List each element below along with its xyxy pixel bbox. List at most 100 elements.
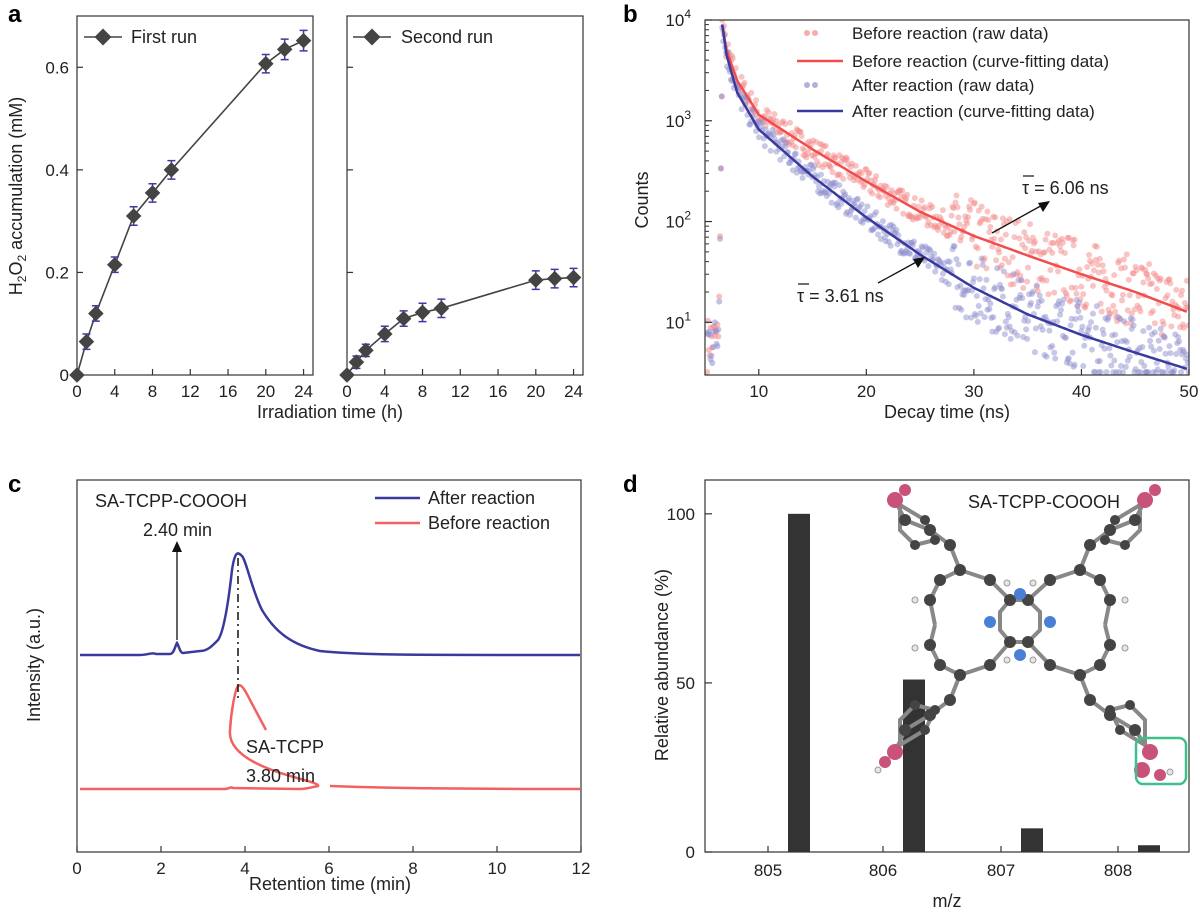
tau-after-symbol: τ — [797, 286, 804, 306]
panel-b-raw-point — [1080, 291, 1087, 298]
panel-b-raw-point — [948, 212, 955, 219]
panel-b-raw-point — [708, 352, 715, 359]
panel-b-raw-point — [992, 284, 999, 291]
panel-b-raw-point — [899, 187, 906, 194]
panel-b-raw-point — [939, 207, 946, 214]
panel-b-raw-point — [1017, 272, 1024, 279]
panel-b-raw-point — [925, 263, 932, 270]
panel-b-raw-point — [1005, 259, 1012, 266]
panel-b-chart: 10 20 30 40 50 101 102 103 104 Before reaction (… — [632, 7, 1198, 422]
panel-b-raw-point — [1033, 282, 1040, 289]
panel-b-raw-point — [1155, 337, 1162, 344]
panel-d-xtick-0: 805 — [754, 861, 782, 880]
panel-b-raw-point — [1181, 299, 1188, 306]
panel-b-raw-point — [1071, 236, 1078, 243]
panel-b-raw-point — [1179, 287, 1186, 294]
panel-b-raw-point — [1016, 235, 1023, 242]
svg-text:τ = 3.61 ns: τ = 3.61 ns — [797, 286, 884, 306]
panel-b-raw-point — [761, 143, 768, 150]
panel-b-raw-point — [1042, 236, 1049, 243]
panel-b-raw-point — [811, 163, 818, 170]
panel-b-raw-point — [985, 217, 992, 224]
panel-b-raw-point — [1123, 338, 1130, 345]
panel-b-raw-point — [1126, 353, 1133, 360]
panel-b-raw-point — [957, 282, 964, 289]
panel-b-raw-point — [1052, 355, 1059, 362]
panel-b-raw-point — [817, 171, 824, 178]
panel-b-raw-point — [931, 250, 938, 257]
panel-b-raw-point — [1025, 318, 1032, 325]
panel-b-raw-point — [1183, 351, 1189, 358]
panel-b-raw-point — [1118, 362, 1125, 369]
panel-b-xtick-0: 10 — [749, 382, 768, 401]
panel-b-raw-point — [1086, 324, 1093, 331]
panel-b-raw-point — [987, 300, 994, 307]
panel-b-raw-point — [893, 205, 900, 212]
panel-b-raw-point — [1046, 327, 1053, 334]
panel-b-raw-point — [1171, 367, 1178, 374]
panel-b-raw-point — [1011, 234, 1018, 241]
panel-b-raw-point — [904, 191, 911, 198]
panel-a-point — [528, 272, 544, 288]
panel-a-point — [546, 270, 563, 287]
panel-a-series-line-1 — [346, 276, 574, 376]
peak-time: 3.80 min — [246, 766, 315, 786]
panel-b-raw-point — [939, 270, 946, 277]
panel-b-raw-point — [1114, 339, 1121, 346]
panel-b-fit-curve-1 — [720, 24, 1188, 371]
panel-b-raw-point — [1178, 369, 1185, 375]
panel-b-raw-point — [887, 242, 894, 249]
panel-b-xlabel: Decay time (ns) — [884, 402, 1010, 422]
panel-a-left-frame — [76, 15, 314, 376]
panel-b-raw-point — [741, 79, 748, 86]
panel-b-raw-point — [705, 369, 711, 375]
legend-before-reaction: Before reaction — [428, 513, 550, 533]
panel-b-raw-point — [1129, 316, 1136, 323]
panel-b-raw-point — [1151, 329, 1158, 336]
panel-b-raw-point — [999, 293, 1006, 300]
panel-b-raw-point — [1166, 343, 1173, 350]
panel-b-raw-point — [1031, 238, 1038, 245]
panel-c-xtick-1: 2 — [156, 859, 165, 878]
panel-b-raw-point — [738, 106, 745, 113]
panel-b-raw-point — [986, 305, 993, 312]
panel-b-raw-point — [836, 182, 843, 189]
panel-b-raw-point — [996, 249, 1003, 256]
panel-b-raw-point — [1083, 301, 1090, 308]
panel-b-raw-point — [1145, 275, 1152, 282]
panel-b-raw-point — [1184, 359, 1189, 366]
panel-b-raw-point — [1084, 263, 1091, 270]
panel-a-xtick-0-0: 0 — [72, 382, 81, 401]
panel-b-raw-point — [1024, 335, 1031, 342]
panel-b-raw-point — [842, 191, 849, 198]
panel-b-raw-point — [777, 156, 784, 163]
panel-b-raw-point — [956, 221, 963, 228]
panel-b-raw-point — [1151, 320, 1158, 327]
panel-b-raw-point — [1052, 232, 1059, 239]
panel-b-raw-point — [993, 257, 1000, 264]
panel-b-raw-point — [1005, 314, 1012, 321]
panel-b-raw-point — [1165, 363, 1172, 370]
panel-b-raw-point — [1107, 352, 1114, 359]
panel-c-xtick-4: 8 — [408, 859, 417, 878]
panel-b-raw-point — [973, 263, 980, 270]
panel-b-raw-point — [1125, 276, 1132, 283]
panel-b-raw-point — [1060, 296, 1067, 303]
panel-b-raw-point — [1058, 307, 1065, 314]
panel-b-raw-point — [875, 231, 882, 238]
panel-b-raw-point — [1069, 349, 1076, 356]
panel-b-raw-point — [753, 97, 760, 104]
panel-b-raw-point — [915, 203, 922, 210]
panel-a-xtick-1-0: 0 — [342, 382, 351, 401]
panel-b-raw-point — [1185, 369, 1189, 375]
panel-b-raw-point — [998, 262, 1005, 269]
panel-b-raw-point — [1106, 345, 1113, 352]
panel-b-raw-point — [1140, 328, 1147, 335]
panel-b-raw-point — [1110, 302, 1117, 309]
panel-b-raw-point — [1078, 283, 1085, 290]
panel-b-raw-point — [1120, 256, 1127, 263]
panel-b-raw-point — [946, 258, 953, 265]
panel-b-raw-point — [1049, 249, 1056, 256]
panel-b-raw-point — [861, 181, 868, 188]
panel-a-ytick-2: 0.4 — [45, 161, 69, 180]
